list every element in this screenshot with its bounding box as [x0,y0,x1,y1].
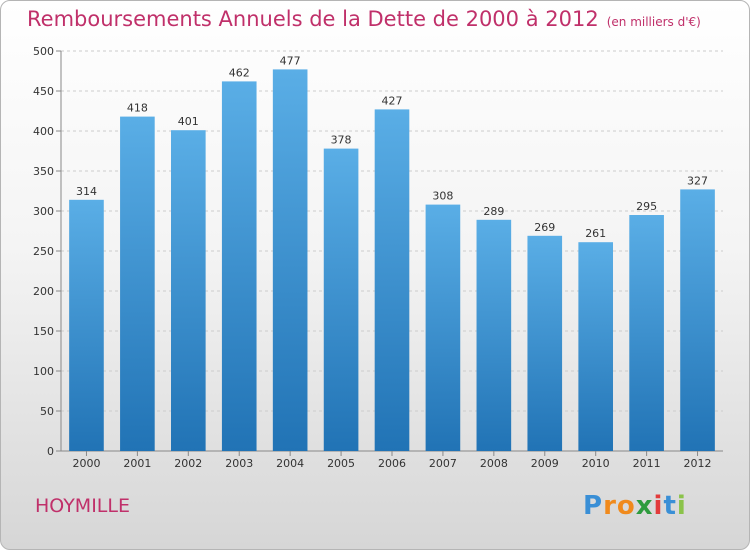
value-label-2000: 314 [76,185,97,198]
value-label-2003: 462 [229,66,250,79]
y-tick-label-200: 200 [33,285,54,298]
x-tick-label-2005: 2005 [327,457,355,470]
chart-title-text: Remboursements Annuels de la Dette de 20… [27,7,599,31]
y-tick-label-50: 50 [40,405,54,418]
y-tick-label-100: 100 [33,365,54,378]
value-label-2002: 401 [178,115,199,128]
logo-letter: P [583,491,604,521]
x-tick-label-2009: 2009 [531,457,559,470]
bar-2010 [578,242,614,451]
y-tick-label-350: 350 [33,165,54,178]
value-label-2004: 477 [280,54,301,67]
logo-letter: x [635,491,654,521]
bar-2006 [374,109,410,452]
x-tick-label-2002: 2002 [174,457,202,470]
value-label-2008: 289 [483,205,504,218]
value-label-2012: 327 [687,174,708,187]
y-tick-label-300: 300 [33,205,54,218]
bar-2005 [323,148,359,451]
y-tick-label-500: 500 [33,45,54,58]
bar-2009 [527,235,563,451]
x-tick-label-2011: 2011 [633,457,661,470]
value-label-2005: 378 [331,134,352,147]
bar-2011 [629,215,664,451]
x-tick-label-2006: 2006 [378,457,406,470]
bar-2001 [120,116,155,451]
x-tick-label-2012: 2012 [684,457,712,470]
y-tick-label-0: 0 [47,445,54,458]
bar-2004 [272,69,308,452]
value-label-2001: 418 [127,102,148,115]
bars [69,69,715,452]
logo-letter: o [616,491,636,521]
y-tick-label-450: 450 [33,85,54,98]
logo-letter: i [653,491,664,521]
value-label-2006: 427 [382,94,403,107]
x-tick-label-2001: 2001 [123,457,151,470]
value-label-2009: 269 [534,221,555,234]
x-axis-ticks: 2000 2001 2002 2003 2004 2005 2006 2007 2008 2009… [72,451,712,470]
y-tick-label-150: 150 [33,325,54,338]
x-tick-label-2003: 2003 [225,457,253,470]
logo-letter: t [663,491,677,521]
bar-2012 [680,189,715,451]
x-tick-label-2004: 2004 [276,457,304,470]
chart-title: Remboursements Annuels de la Dette de 20… [27,7,701,31]
logo-letter: i [676,491,687,521]
y-axis-ticks: 0 50 100 150 200 250 300 350 400 450 500 [33,45,61,458]
y-tick-label-250: 250 [33,245,54,258]
bar-2007 [425,204,461,451]
x-tick-label-2010: 2010 [582,457,610,470]
x-tick-label-2008: 2008 [480,457,508,470]
bar-2002 [170,130,206,451]
bar-2003 [221,81,257,452]
y-tick-label-400: 400 [33,125,54,138]
bar-2008 [476,219,512,451]
value-label-2007: 308 [432,190,453,203]
bar-2000 [69,199,104,451]
x-tick-label-2007: 2007 [429,457,457,470]
logo-letter: r [603,491,617,521]
proxiti-logo: Proxiti [583,491,687,521]
x-tick-label-2000: 2000 [72,457,100,470]
value-label-2010: 261 [585,227,606,240]
location-name: HOYMILLE [35,495,130,517]
value-label-2011: 295 [636,200,657,213]
chart-unit-label: (en milliers d'€) [606,15,701,29]
value-labels: 314 418 401 462 477 378 427 308 289 269 261 295 327 [76,54,708,240]
